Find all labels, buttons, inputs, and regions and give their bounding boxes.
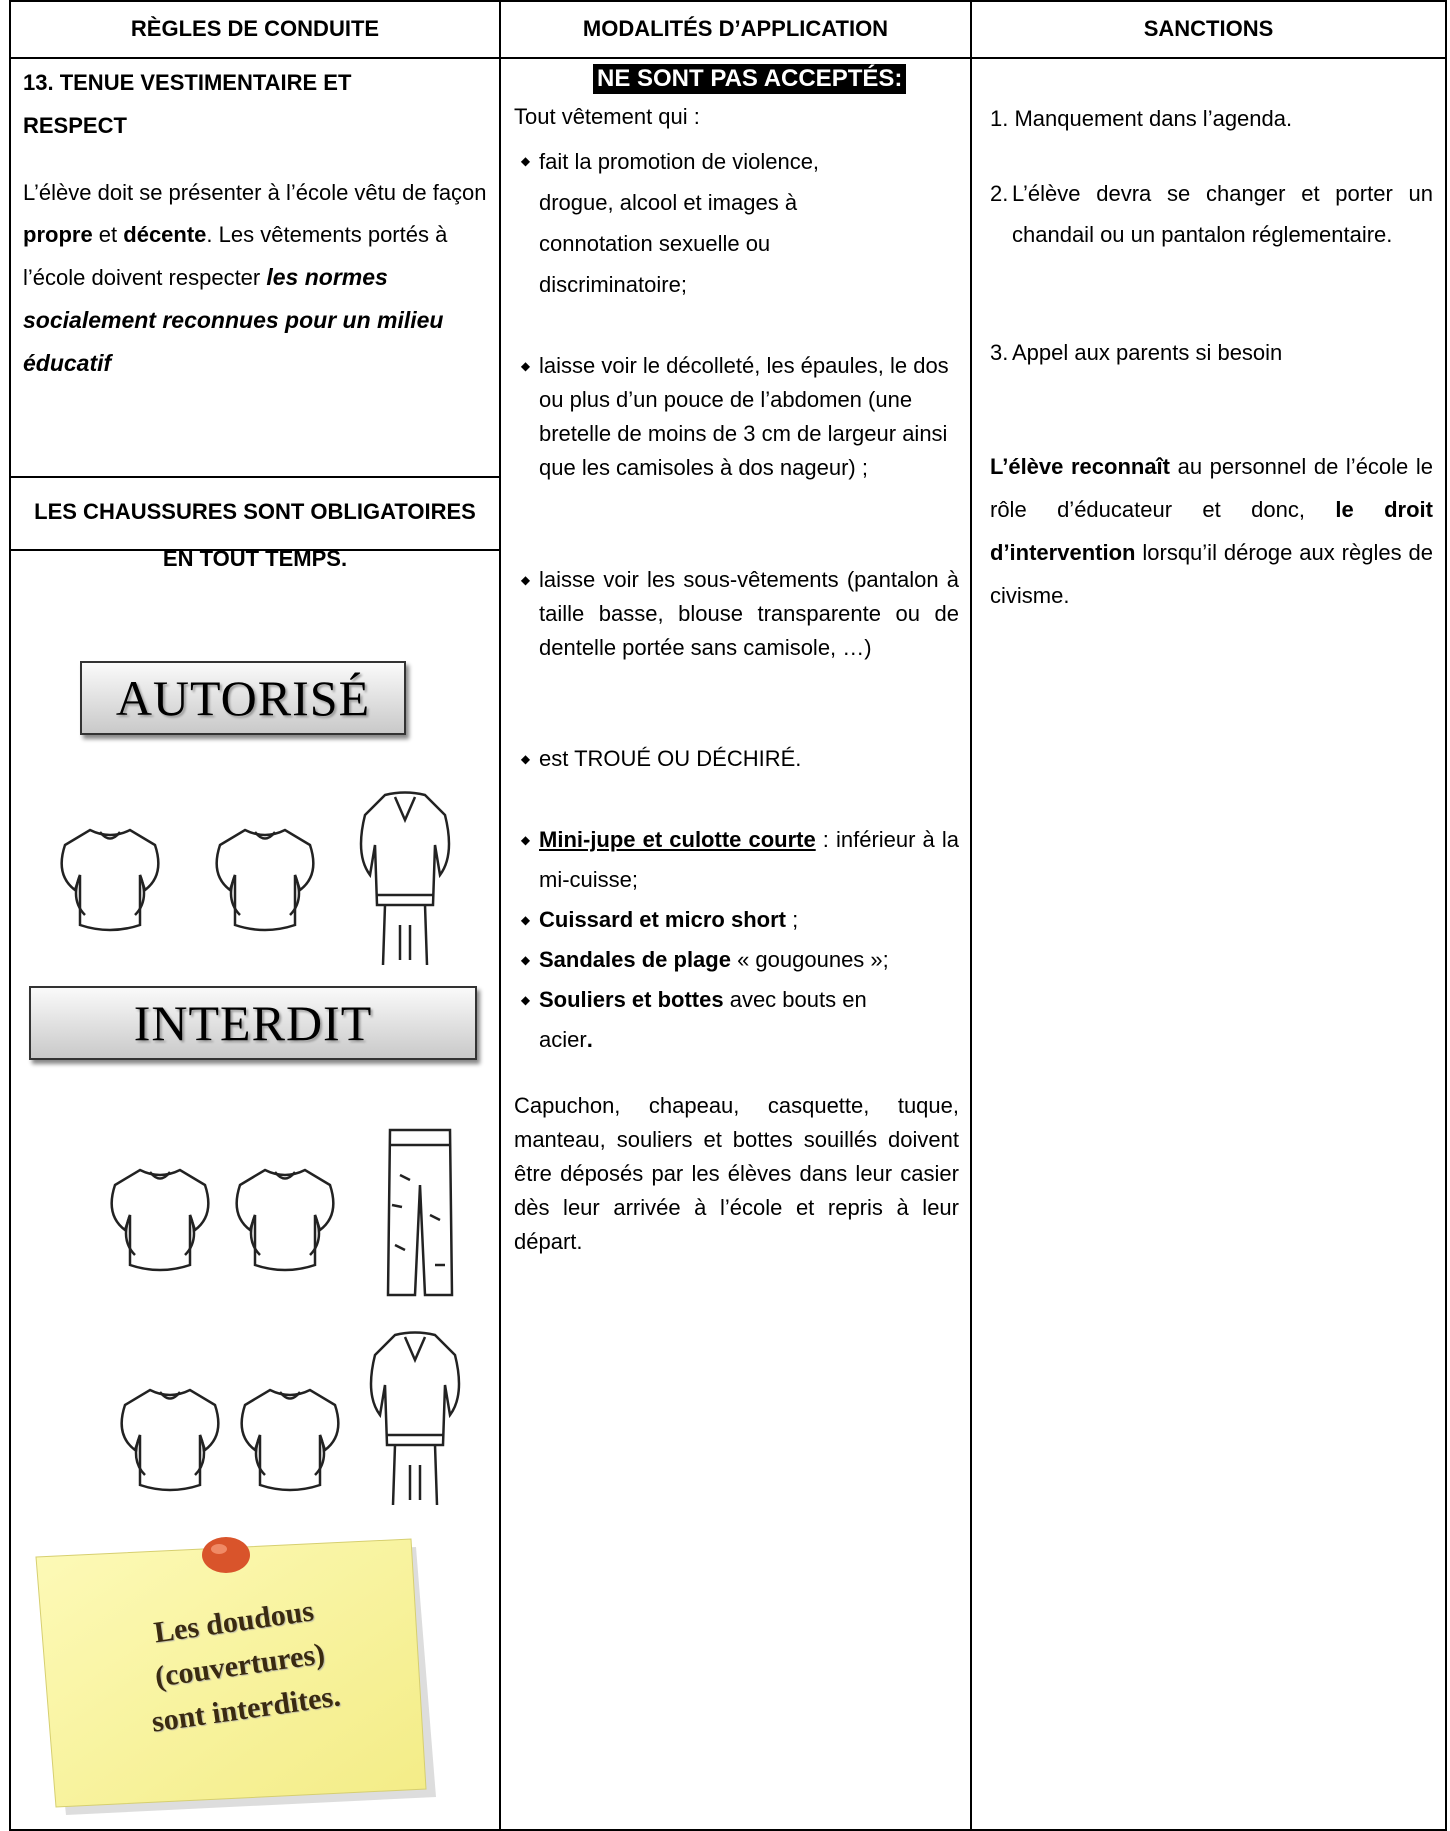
text: laisse voir le décolleté, les épaules, l…	[539, 353, 949, 480]
text: Mini-jupe et culotte courte	[539, 827, 816, 852]
list-item: ◆ Mini-jupe et culotte courte : inférieur…	[512, 820, 959, 900]
shirt-drawing	[240, 1388, 340, 1492]
number: 3.	[990, 340, 1009, 365]
border	[970, 0, 972, 1831]
intro: Tout vêtement qui :	[514, 104, 700, 129]
text: Sandales de plage	[539, 947, 731, 972]
list-item: ◆ laisse voir les sous-vêtements (pantalo…	[512, 563, 959, 665]
text: L’élève devra se changer et porter un ch…	[1012, 181, 1433, 247]
shirt-drawing	[120, 1388, 220, 1492]
list-item: ◆ Sandales de plage « gougounes »;	[512, 940, 959, 980]
shirt-drawing	[60, 828, 160, 932]
text: .	[586, 1027, 593, 1052]
text: propre	[23, 222, 93, 247]
outfit-drawing	[359, 791, 451, 967]
border	[9, 1829, 1447, 1831]
jeans-drawing	[386, 1128, 454, 1297]
text: et	[92, 222, 124, 247]
list-item: ◆ laisse voir le décolleté, les épaules, …	[512, 349, 959, 485]
border	[9, 57, 1447, 59]
bullet: ◆	[520, 573, 531, 587]
text: le droit d’intervention	[990, 497, 1433, 565]
text: : inférieur à la mi-cuisse;	[539, 827, 959, 892]
text: les normes socialement reconnues pour un…	[23, 264, 444, 376]
border	[9, 549, 500, 551]
text: au personnel de l’école le rôle d’éducat…	[990, 454, 1433, 522]
clothing-illustrations	[60, 791, 461, 1507]
sanction-item: 1. Manquement dans l’agenda.	[990, 106, 1293, 131]
bullet: ◆	[520, 154, 531, 168]
text: avec bouts en acier	[539, 987, 867, 1052]
bullet: ◆	[520, 359, 531, 373]
text: est TROUÉ OU DÉCHIRÉ.	[539, 746, 802, 771]
number: 2.	[990, 181, 1009, 206]
text: fait la promotion de violence, drogue, a…	[539, 149, 820, 297]
text: Cuissard et micro short	[539, 907, 786, 932]
list-item: ◆ est TROUÉ OU DÉCHIRÉ.	[512, 742, 959, 776]
section-heading: NE SONT PAS ACCEPTÉS:	[593, 64, 907, 94]
list-item: ◆ Souliers et bottes avec bouts en acier.	[512, 980, 959, 1060]
text: ;	[785, 907, 799, 932]
text: « gougounes »;	[730, 947, 889, 972]
forbidden-label: INTERDIT	[29, 986, 477, 1060]
bullet: ◆	[520, 953, 531, 967]
list-item: ◆ fait la promotion de violence, drogue, …	[512, 141, 959, 305]
bullet: ◆	[520, 913, 531, 927]
sanction-item: 3. Appel aux parents si besoin	[990, 336, 1433, 370]
closing-paragraph: Capuchon, chapeau, casquette, tuque, man…	[514, 1093, 959, 1254]
text: L’élève doit se présenter à l’école vêtu…	[23, 180, 487, 205]
border	[9, 0, 1447, 2]
statement: L’élève reconnaît au personnel de l’écol…	[990, 445, 1433, 617]
text: laisse voir les sous-vêtements (pantalon…	[539, 567, 959, 660]
shirt-drawing	[110, 1168, 210, 1272]
text: . Les vêtements portés à l’école doivent…	[23, 222, 448, 290]
column-header: SANCTIONS	[1143, 16, 1274, 41]
text: lorsqu’il déroge aux règles de civisme.	[990, 540, 1433, 608]
bullet: ◆	[520, 833, 531, 847]
rule-title: 13. TENUE VESTIMENTAIRE ET RESPECT	[23, 70, 352, 138]
text: décente	[123, 222, 207, 247]
border	[499, 0, 501, 1831]
bullet: ◆	[520, 993, 531, 1007]
text: Appel aux parents si besoin	[1012, 340, 1283, 365]
text: Souliers et bottes	[539, 987, 724, 1012]
border	[9, 476, 500, 478]
sticky-note	[35, 1537, 436, 1815]
column-header: MODALITÉS D’APPLICATION	[582, 16, 889, 41]
shoes-notice: LES CHAUSSURES SONT OBLIGATOIRES EN TOUT…	[34, 499, 476, 571]
allowed-label: AUTORISÉ	[80, 661, 406, 735]
bullet: ◆	[520, 752, 531, 766]
sanction-item: 2. L’élève devra se changer et porter un …	[990, 173, 1433, 255]
border	[1445, 0, 1447, 1831]
shirt-drawing	[235, 1168, 335, 1272]
border	[9, 0, 11, 1831]
rule-paragraph: L’élève doit se présenter à l’école vêtu…	[23, 172, 493, 385]
outfit-drawing	[369, 1331, 461, 1507]
shirt-drawing	[215, 828, 315, 932]
list-item: ◆ Cuissard et micro short ;	[512, 900, 959, 940]
column-header: RÈGLES DE CONDUITE	[130, 16, 380, 41]
text: L’élève reconnaît	[990, 454, 1170, 479]
